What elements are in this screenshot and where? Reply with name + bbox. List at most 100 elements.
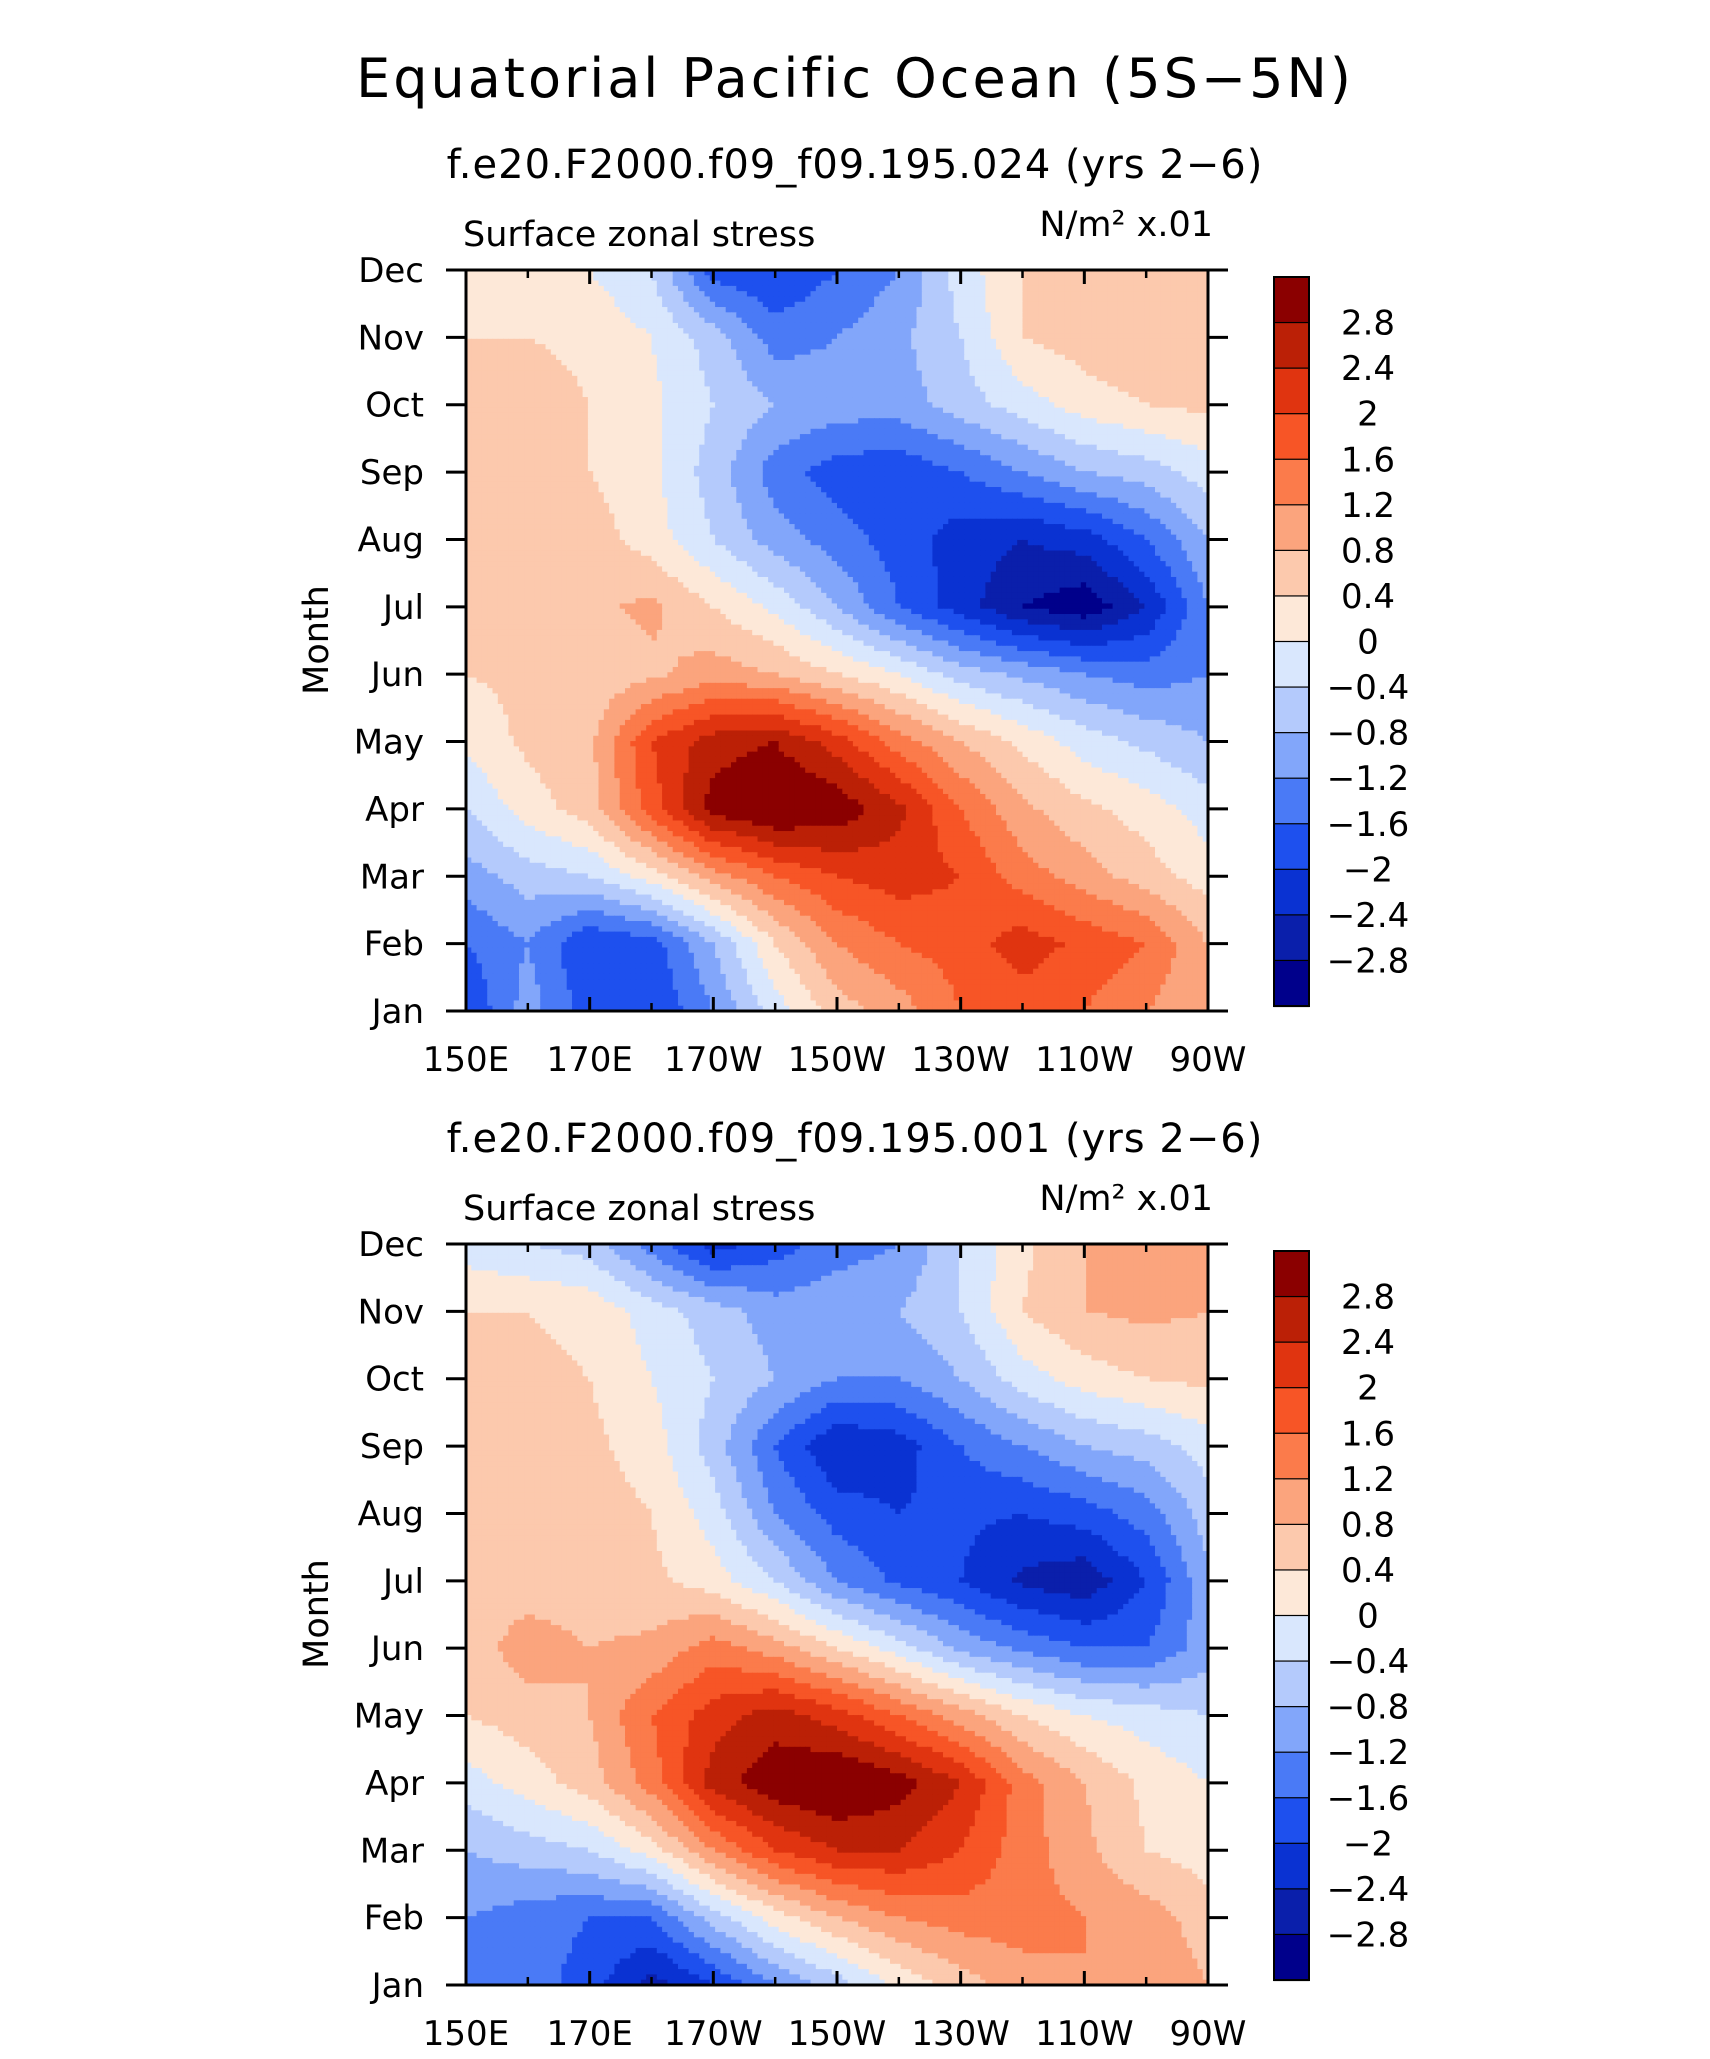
contour-cell	[1150, 307, 1156, 313]
contour-cell	[752, 360, 758, 366]
contour-cell	[758, 429, 764, 435]
contour-cell	[524, 360, 530, 366]
contour-cell	[641, 291, 647, 297]
contour-cell	[556, 429, 562, 435]
contour-cell	[736, 445, 742, 451]
contour-cell	[1139, 397, 1145, 403]
contour-cell	[487, 344, 493, 350]
contour-cell	[1134, 371, 1140, 377]
contour-cell	[694, 349, 700, 355]
contour-cell	[556, 286, 562, 292]
contour-cell	[1038, 360, 1044, 366]
contour-cell	[1086, 323, 1092, 329]
contour-cell	[1033, 302, 1039, 308]
contour-cell	[577, 386, 583, 392]
contour-cell	[811, 281, 817, 287]
contour-cell	[636, 445, 642, 451]
contour-cell	[508, 344, 514, 350]
contour-cell	[593, 371, 599, 377]
contour-cell	[551, 455, 557, 461]
contour-cell	[970, 275, 976, 281]
contour-cell	[826, 318, 832, 324]
contour-cell	[1012, 291, 1018, 297]
contour-cell	[1038, 408, 1044, 414]
contour-cell	[593, 307, 599, 313]
contour-cell	[970, 392, 976, 398]
contour-cell	[471, 296, 477, 302]
contour-cell	[784, 402, 790, 408]
contour-cell	[720, 413, 726, 419]
contour-cell	[625, 275, 631, 281]
contour-cell	[567, 376, 573, 382]
contour-cell	[970, 302, 976, 308]
contour-cell	[694, 365, 700, 371]
contour-cell	[678, 323, 684, 329]
contour-cell	[614, 413, 620, 419]
contour-cell	[938, 408, 944, 414]
contour-cell	[1171, 371, 1177, 377]
contour-cell	[1086, 339, 1092, 345]
contour-cell	[482, 349, 488, 355]
contour-cell	[546, 376, 552, 382]
contour-cell	[938, 365, 944, 371]
contour-cell	[911, 328, 917, 334]
contour-cell	[954, 360, 960, 366]
contour-cell	[1187, 296, 1193, 302]
contour-cell	[932, 365, 938, 371]
contour-cell	[1001, 434, 1007, 440]
contour-cell	[482, 439, 488, 445]
contour-cell	[662, 318, 668, 324]
contour-cell	[599, 418, 605, 424]
contour-cell	[853, 355, 859, 361]
contour-cell	[1007, 439, 1013, 445]
contour-cell	[604, 455, 610, 461]
contour-cell	[715, 434, 721, 440]
contour-cell	[493, 418, 499, 424]
contour-cell	[800, 291, 806, 297]
contour-cell	[917, 434, 923, 440]
contour-cell	[811, 328, 817, 334]
contour-cell	[832, 334, 838, 340]
contour-cell	[508, 365, 514, 371]
contour-cell	[895, 386, 901, 392]
contour-cell	[906, 408, 912, 414]
contour-cell	[514, 344, 520, 350]
contour-cell	[938, 402, 944, 408]
contour-cell	[731, 365, 737, 371]
contour-cell	[922, 371, 928, 377]
contour-cell	[646, 402, 652, 408]
contour-cell	[577, 334, 583, 340]
contour-cell	[662, 281, 668, 287]
contour-cell	[991, 450, 997, 456]
contour-cell	[556, 445, 562, 451]
contour-cell	[1086, 439, 1092, 445]
contour-cell	[646, 307, 652, 313]
contour-cell	[487, 296, 493, 302]
contour-cell	[705, 402, 711, 408]
contour-cell	[546, 413, 552, 419]
contour-cell	[747, 355, 753, 361]
contour-cell	[895, 392, 901, 398]
contour-cell	[667, 397, 673, 403]
contour-cell	[620, 296, 626, 302]
contour-cell	[636, 434, 642, 440]
contour-cell	[1060, 307, 1066, 313]
contour-cell	[482, 445, 488, 451]
contour-cell	[593, 286, 599, 292]
contour-cell	[1049, 349, 1055, 355]
contour-cell	[1091, 286, 1097, 292]
contour-cell	[911, 386, 917, 392]
contour-cell	[885, 386, 891, 392]
contour-cell	[736, 429, 742, 435]
contour-cell	[954, 349, 960, 355]
contour-cell	[922, 397, 928, 403]
contour-cell	[970, 296, 976, 302]
contour-cell	[705, 334, 711, 340]
contour-cell	[514, 318, 520, 324]
contour-cell	[1038, 296, 1044, 302]
contour-cell	[890, 386, 896, 392]
contour-cell	[705, 429, 711, 435]
contour-cell	[1091, 323, 1097, 329]
contour-cell	[1160, 355, 1166, 361]
contour-cell	[901, 408, 907, 414]
